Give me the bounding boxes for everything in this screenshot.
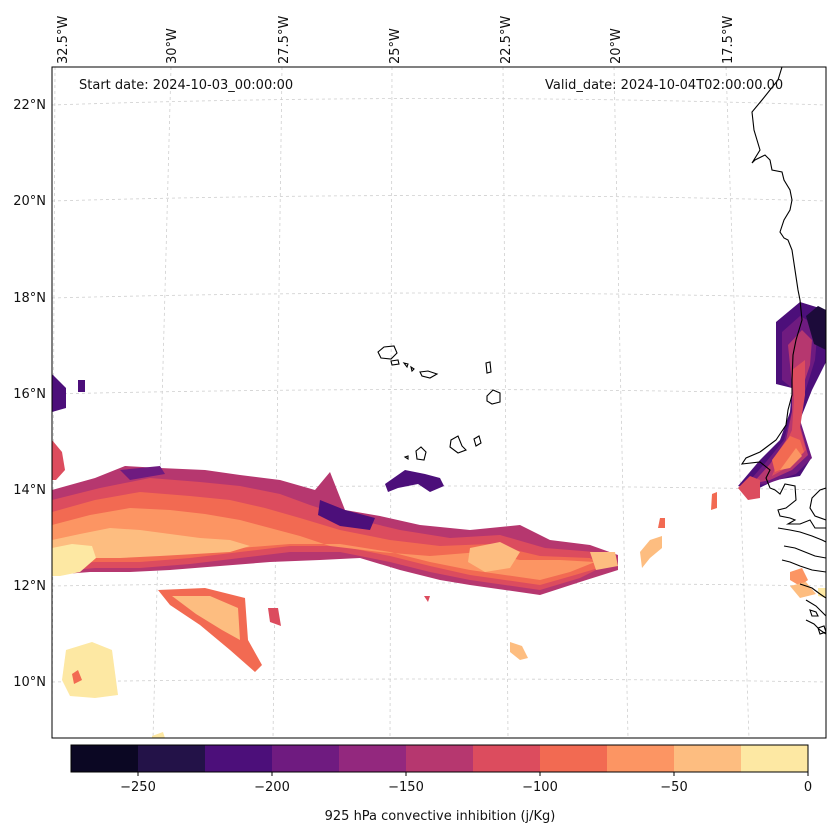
colorbar-swatch	[138, 745, 206, 772]
colorbar-title: 925 hPa convective inhibition (j/Kg)	[324, 809, 556, 824]
colorbar-swatch	[272, 745, 340, 772]
lat-label-12n: 12°N	[13, 579, 46, 594]
cin-band-main	[52, 466, 618, 595]
cin-southwest-blob	[62, 642, 165, 738]
cb-tick-label-neg250: −250	[120, 780, 156, 795]
colorbar-swatch	[540, 745, 608, 772]
cb-tick-label-neg200: −200	[254, 780, 290, 795]
cin-east-coast	[738, 302, 826, 598]
colorbar-swatch	[473, 745, 541, 772]
cb-tick-label-neg150: −150	[388, 780, 424, 795]
colorbar-swatch	[741, 745, 809, 772]
lat-label-14n: 14°N	[13, 483, 46, 498]
africa-coastline	[740, 67, 826, 635]
lat-label-10n: 10°N	[13, 675, 46, 690]
colorbar-swatch	[339, 745, 407, 772]
colorbar-swatch	[674, 745, 742, 772]
cin-western-edge	[52, 374, 85, 480]
cin-east-small-patches	[424, 492, 717, 660]
start-date-annotation: Start date: 2024-10-03_00:00:00	[79, 78, 294, 93]
lat-label-18n: 18°N	[13, 291, 46, 306]
colorbar-swatch	[406, 745, 474, 772]
cape-verde-islands	[377, 345, 501, 461]
lat-label-16n: 16°N	[13, 387, 46, 402]
colorbar-swatch	[71, 745, 139, 772]
colorbar-swatch	[607, 745, 675, 772]
lat-label-20n: 20°N	[13, 194, 46, 209]
valid-date-annotation: Valid_date: 2024-10-04T02:00:00.00	[545, 78, 784, 93]
cb-tick-label-neg50: −50	[660, 780, 688, 795]
colorbar-swatch	[205, 745, 273, 772]
cb-tick-label-neg100: −100	[522, 780, 558, 795]
cb-tick-label-0: 0	[803, 780, 813, 795]
lat-label-22n: 22°N	[13, 98, 46, 113]
cin-cape-verde-patch	[385, 470, 444, 492]
cin-southern-lobe	[158, 588, 281, 672]
